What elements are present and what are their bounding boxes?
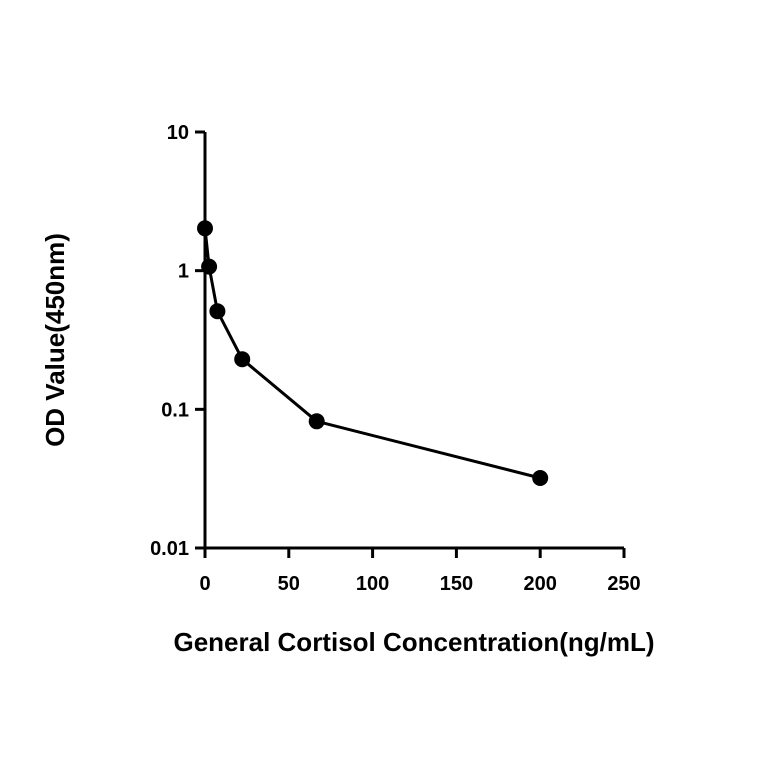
x-tick-label: 200 [524,573,557,595]
data-point [308,413,325,430]
x-tick-label: 250 [607,573,640,595]
chart-axes [203,132,624,550]
x-tick-label: 0 [199,573,210,595]
y-tick-label: 0.1 [161,399,189,421]
x-tick-label: 50 [278,573,300,595]
y-tick-label: 10 [167,122,189,144]
y-tick-label: 0.01 [150,538,189,560]
series-line [203,228,541,480]
data-point [197,220,213,237]
x-tick-label: 100 [356,573,389,595]
x-tick-label: 150 [440,573,473,595]
data-point [201,258,218,275]
y-axis-ticks: 0.01 0.1 1 10 [150,122,205,560]
data-point [532,470,549,486]
plot-series [197,220,549,486]
x-axis-title: General Cortisol Concentration(ng/mL) [173,627,654,657]
data-point [234,351,251,368]
x-axis-ticks: 0 50 100 150 200 250 [199,548,641,595]
y-tick-label: 1 [178,261,189,283]
y-axis-title: OD Value(450nm) [40,233,70,447]
data-point [209,303,226,320]
